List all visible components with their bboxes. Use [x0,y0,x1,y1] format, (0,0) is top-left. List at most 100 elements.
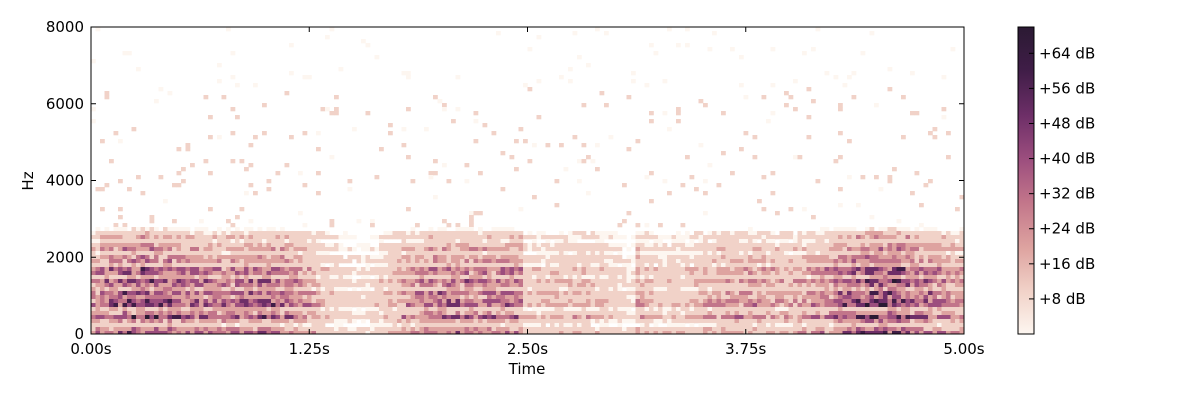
spectrogram-cell [437,331,443,334]
spectrogram-cell [721,307,726,312]
spectrogram-cell [829,243,834,248]
spectrogram-cell [388,291,393,296]
spectrogram-cell [779,291,785,296]
spectrogram-cell [316,291,321,296]
spectrogram-cell [91,307,96,312]
spectrogram-cell [505,247,510,252]
spectrogram-cell [370,279,375,284]
spectrogram-cell [653,327,659,332]
spectrogram-cell [572,323,578,328]
spectrogram-cell [460,299,465,304]
spectrogram-cell [487,291,492,296]
spectrogram-cell [554,243,560,248]
spectrogram-cell [181,331,186,334]
spectrogram-cell [545,235,551,240]
spectrogram-cell [410,271,416,276]
spectrogram-cell [442,267,447,272]
spectrogram-cell [631,243,636,248]
spectrogram-cell [437,303,443,308]
spectrogram-cell [541,231,546,236]
spectrogram-cell [523,271,528,276]
spectrogram-cell [739,279,744,284]
spectrogram-cell [878,267,884,272]
spectrogram-cell [743,275,749,280]
spectrogram-cell [253,263,258,268]
spectrogram-cell [883,307,888,312]
spectrogram-cell [311,319,317,324]
spectrogram-cell [460,259,465,264]
spectrogram-cell [514,231,519,236]
spectrogram-cell [185,235,191,240]
spectrogram-cell [248,311,254,316]
spectrogram-cell [703,303,708,308]
spectrogram-cell [698,143,704,148]
spectrogram-cell [824,239,830,244]
spectrogram-cell [379,287,384,292]
spectrogram-cell [914,231,920,236]
spectrogram-cell [221,331,227,334]
spectrogram-cell [235,299,240,304]
spectrogram-cell [406,271,411,276]
spectrogram-cell [379,315,384,320]
spectrogram-cell [793,239,798,244]
spectrogram-cell [568,311,573,316]
spectrogram-cell [878,235,884,240]
spectrogram-cell [442,311,447,316]
spectrogram-cell [491,307,497,312]
spectrogram-cell [311,291,317,296]
spectrogram-cell [136,231,141,236]
spectrogram-cell [806,251,812,256]
spectrogram-cell [464,251,470,256]
spectrogram-cell [631,71,636,76]
spectrogram-cell [419,327,425,332]
spectrogram-cell [802,331,807,334]
spectrogram-cell [604,307,609,312]
spectrogram-cell [262,323,267,328]
spectrogram-cell [842,247,848,252]
spectrogram-cell [239,247,245,252]
spectrogram-cell [302,291,308,296]
spectrogram-cell [158,303,164,308]
spectrogram-cell [725,275,731,280]
spectrogram-cell [145,307,150,312]
spectrogram-cell [581,291,587,296]
spectrogram-cell [815,307,821,312]
spectrogram-cell [244,323,249,328]
spectrogram-cell [757,315,762,320]
spectrogram-cell [703,315,708,320]
spectrogram-cell [788,243,794,248]
spectrogram-cell [208,323,213,328]
spectrogram-cell [334,295,339,300]
spectrogram-cell [743,287,749,292]
spectrogram-cell [892,239,897,244]
spectrogram-cell [262,315,267,320]
spectrogram-cell [271,323,276,328]
spectrogram-cell [878,243,884,248]
spectrogram-cell [712,307,717,312]
spectrogram-cell [397,331,402,334]
spectrogram-cell [896,303,902,308]
spectrogram-cell [473,319,479,324]
spectrogram-cell [226,287,231,292]
spectrogram-cell [149,311,155,316]
spectrogram-cell [770,279,776,284]
spectrogram-cell [500,275,506,280]
spectrogram-cell [577,267,582,272]
spectrogram-cell [212,291,218,296]
spectrogram-cell [352,287,357,292]
spectrogram-cell [172,291,177,296]
spectrogram-cell [739,323,744,328]
spectrogram-cell [320,275,326,280]
spectrogram-cell [892,231,897,236]
spectrogram-cell [167,231,173,236]
spectrogram-cell [257,251,263,256]
spectrogram-cell [190,299,195,304]
spectrogram-cell [496,331,501,334]
spectrogram-cell [473,235,479,240]
spectrogram-cell [338,283,344,288]
spectrogram-cell [910,323,915,328]
spectrogram-cell [653,247,659,252]
spectrogram-cell [136,271,141,276]
spectrogram-cell [145,259,150,264]
spectrogram-cell [887,327,893,332]
